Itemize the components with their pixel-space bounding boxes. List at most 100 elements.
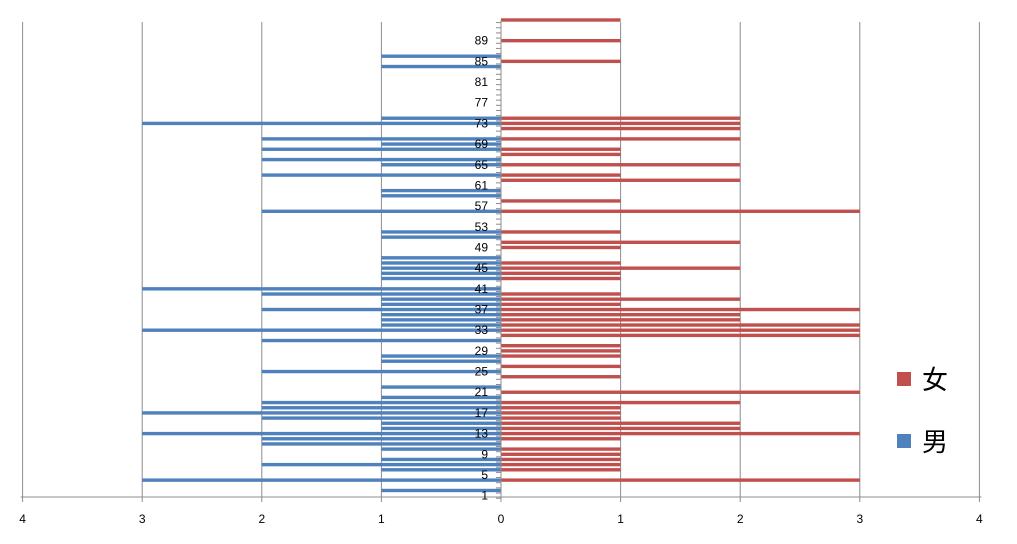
bar-male bbox=[261, 147, 501, 151]
bar-male bbox=[381, 359, 501, 363]
bar-female bbox=[501, 137, 741, 141]
x-tick-label: 1 bbox=[378, 512, 385, 526]
bar-male bbox=[381, 64, 501, 69]
y-tick-label: 25 bbox=[475, 365, 489, 379]
bar-female bbox=[501, 354, 621, 358]
bar-female bbox=[501, 38, 621, 43]
bar-female bbox=[501, 59, 621, 64]
bar-female bbox=[501, 457, 621, 462]
y-tick-label: 77 bbox=[475, 96, 489, 110]
bar-male bbox=[261, 209, 501, 213]
x-tick-label: 0 bbox=[498, 512, 505, 526]
bar-female bbox=[501, 261, 621, 265]
bar-female bbox=[501, 126, 741, 131]
y-tick-label: 45 bbox=[475, 261, 489, 275]
y-tick-label: 9 bbox=[481, 447, 488, 461]
grid-lines bbox=[22, 22, 980, 497]
bar-male bbox=[261, 173, 501, 177]
bar-female bbox=[501, 411, 621, 415]
bar-male bbox=[381, 312, 501, 317]
bar-male bbox=[261, 137, 501, 141]
y-tick-label: 1 bbox=[481, 489, 488, 503]
bar-male bbox=[381, 457, 501, 462]
bar-male bbox=[381, 276, 501, 281]
bar-female bbox=[501, 390, 860, 394]
y-tick-label: 5 bbox=[481, 468, 488, 482]
bar-female bbox=[501, 230, 621, 234]
x-tick-label: 1 bbox=[617, 512, 624, 526]
bar-male bbox=[381, 385, 501, 389]
bar-male bbox=[381, 318, 501, 322]
bar-female bbox=[501, 333, 860, 338]
bar-male bbox=[261, 406, 501, 410]
bar-female bbox=[501, 323, 860, 327]
bar-male bbox=[381, 354, 501, 358]
legend-swatch-male bbox=[897, 434, 911, 448]
bar-male bbox=[142, 478, 501, 482]
bar-male bbox=[142, 411, 501, 415]
bar-female bbox=[501, 116, 741, 120]
bar-male bbox=[261, 462, 501, 467]
y-tick-label: 81 bbox=[475, 75, 489, 89]
bar-female bbox=[501, 266, 741, 270]
bar-male bbox=[142, 121, 501, 126]
bar-female bbox=[501, 271, 621, 276]
legend-label-female: 女 bbox=[922, 366, 948, 396]
y-tick-label: 37 bbox=[475, 303, 489, 317]
x-tick-label: 4 bbox=[19, 512, 26, 526]
bar-female bbox=[501, 209, 860, 213]
bar-female bbox=[501, 173, 621, 177]
bar-male bbox=[381, 142, 501, 146]
bar-female bbox=[501, 344, 621, 348]
bar-female bbox=[501, 318, 741, 322]
bar-male bbox=[381, 235, 501, 239]
bar-female bbox=[501, 349, 621, 353]
y-tick-label: 73 bbox=[475, 116, 489, 130]
bar-female bbox=[501, 416, 621, 420]
bar-male bbox=[381, 261, 501, 265]
bar-male bbox=[381, 488, 501, 493]
bar-female bbox=[501, 452, 621, 456]
bar-female bbox=[501, 421, 741, 425]
bars bbox=[142, 18, 860, 493]
y-tick-label: 69 bbox=[475, 137, 489, 151]
bar-male bbox=[261, 307, 501, 312]
x-tick-label: 2 bbox=[258, 512, 265, 526]
y-tick-label: 29 bbox=[475, 344, 489, 358]
bar-female bbox=[501, 437, 621, 441]
x-tick-label: 2 bbox=[737, 512, 744, 526]
bar-female bbox=[501, 328, 860, 332]
bar-female bbox=[501, 199, 621, 203]
y-tick-label: 13 bbox=[475, 427, 489, 441]
bar-male bbox=[381, 194, 501, 198]
bar-female bbox=[501, 240, 741, 245]
y-tick-label: 57 bbox=[475, 199, 489, 213]
y-tick-label: 53 bbox=[475, 220, 489, 234]
legend-label-male: 男 bbox=[922, 428, 948, 458]
bar-male bbox=[381, 54, 501, 58]
bar-female bbox=[501, 406, 621, 410]
bar-female bbox=[501, 121, 741, 126]
bar-male bbox=[261, 400, 501, 405]
bar-male bbox=[381, 395, 501, 400]
bar-female bbox=[501, 431, 860, 436]
bar-female bbox=[501, 468, 621, 472]
bar-male bbox=[142, 431, 501, 436]
bar-female bbox=[501, 163, 741, 167]
bar-male bbox=[261, 157, 501, 162]
y-tick-label: 41 bbox=[475, 282, 489, 296]
bar-male bbox=[381, 426, 501, 431]
y-tick-label: 17 bbox=[475, 406, 489, 420]
bar-female bbox=[501, 147, 621, 151]
x-tick-label: 4 bbox=[976, 512, 983, 526]
bar-male bbox=[261, 369, 501, 374]
bar-female bbox=[501, 375, 621, 379]
y-tick-label: 85 bbox=[475, 54, 489, 68]
bar-male bbox=[261, 442, 501, 446]
bar-female bbox=[501, 447, 621, 451]
y-tick-label: 49 bbox=[475, 240, 489, 254]
y-tick-label: 65 bbox=[475, 158, 489, 172]
bar-female bbox=[501, 302, 621, 307]
